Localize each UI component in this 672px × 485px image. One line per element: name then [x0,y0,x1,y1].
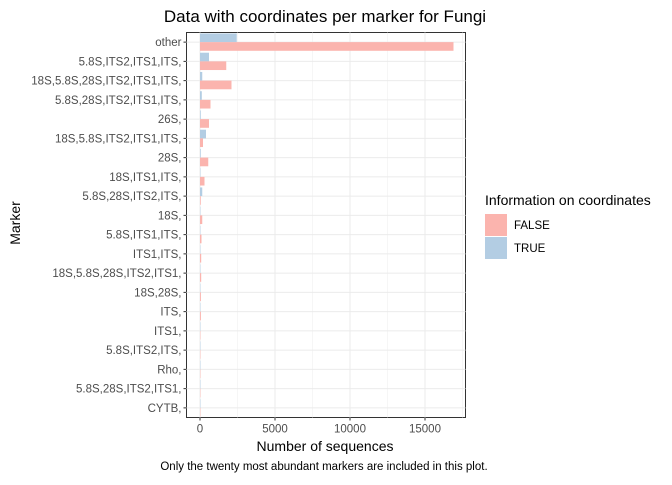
y-tick-label: 5.8S,28S,ITS2,ITS, [82,191,181,203]
bar-false [200,215,202,224]
y-tick-label: 18S, [158,210,182,222]
plot-panel [187,33,466,418]
bar-false [200,158,208,167]
legend-title: Information on coordinates [485,192,651,208]
x-axis-title: Number of sequences [257,438,394,454]
bar-false [200,177,205,186]
bar-false [200,312,201,321]
y-tick-label: Rho, [157,364,181,376]
bar-true [200,149,201,158]
bar-false [200,138,203,147]
y-tick-label: 18S,5.8S,28S,ITS2,ITS1,ITS, [31,76,181,88]
bar-true [200,53,209,62]
chart-caption: Only the twenty most abundant markers ar… [160,461,487,473]
bar-false [200,61,226,70]
x-tick-label: 5000 [262,424,288,436]
y-tick-label: ITS1, [154,326,181,338]
y-tick-label: ITS, [160,307,181,319]
legend-items: FALSE TRUE [485,214,550,259]
y-tick-label: 5.8S,ITS1,ITS, [106,230,181,242]
y-tick-label: ITS1,ITS, [133,249,182,261]
bar-false [200,42,454,51]
bar-true [200,187,202,196]
bar-true [200,110,201,119]
bar-false [200,81,232,90]
y-axis: other5.8S,ITS2,ITS1,ITS,18S,5.8S,28S,ITS… [31,37,186,415]
legend-swatch-false [485,214,507,236]
bar-false [200,119,209,128]
bar-true [200,72,202,81]
bar-false [200,292,201,301]
bars [200,33,454,416]
bar-false [200,196,201,205]
bar-false [200,273,201,282]
bar-true [200,33,237,42]
x-tick-label: 10000 [334,424,366,436]
panel-border [187,33,466,418]
y-tick-label: 18S,28S, [134,287,181,299]
y-tick-label: 5.8S,28S,ITS2,ITS1,ITS, [55,95,182,107]
y-axis-title: Marker [7,201,23,245]
legend: Information on coordinates FALSE TRUE [485,192,651,259]
legend-label-true: TRUE [514,243,546,255]
y-tick-label: CYTB, [148,403,182,415]
y-tick-label: 5.8S,28S,ITS2,ITS1, [76,384,181,396]
y-tick-label: 18S,5.8S,ITS2,ITS1,ITS, [55,133,182,145]
bar-false [200,235,202,244]
y-tick-label: 26S, [158,114,182,126]
y-tick-label: other [155,37,181,49]
y-tick-label: 18S,5.8S,28S,ITS2,ITS1, [52,268,181,280]
y-tick-label: 5.8S,ITS2,ITS, [106,345,181,357]
bar-false [200,254,201,263]
legend-label-false: FALSE [514,220,550,232]
bar-true [200,130,206,139]
x-axis: 0 5000 10000 15000 [197,418,441,436]
x-tick-label: 0 [197,424,203,436]
legend-swatch-true [485,237,507,259]
bar-false [200,100,211,109]
bar-true [200,91,202,100]
chart-title: Data with coordinates per marker for Fun… [164,7,486,26]
x-tick-label: 15000 [409,424,441,436]
grid-lines [187,33,466,418]
y-tick-label: 28S, [158,153,182,165]
y-tick-label: 18S,ITS1,ITS, [109,172,181,184]
y-tick-label: 5.8S,ITS2,ITS1,ITS, [79,56,182,68]
